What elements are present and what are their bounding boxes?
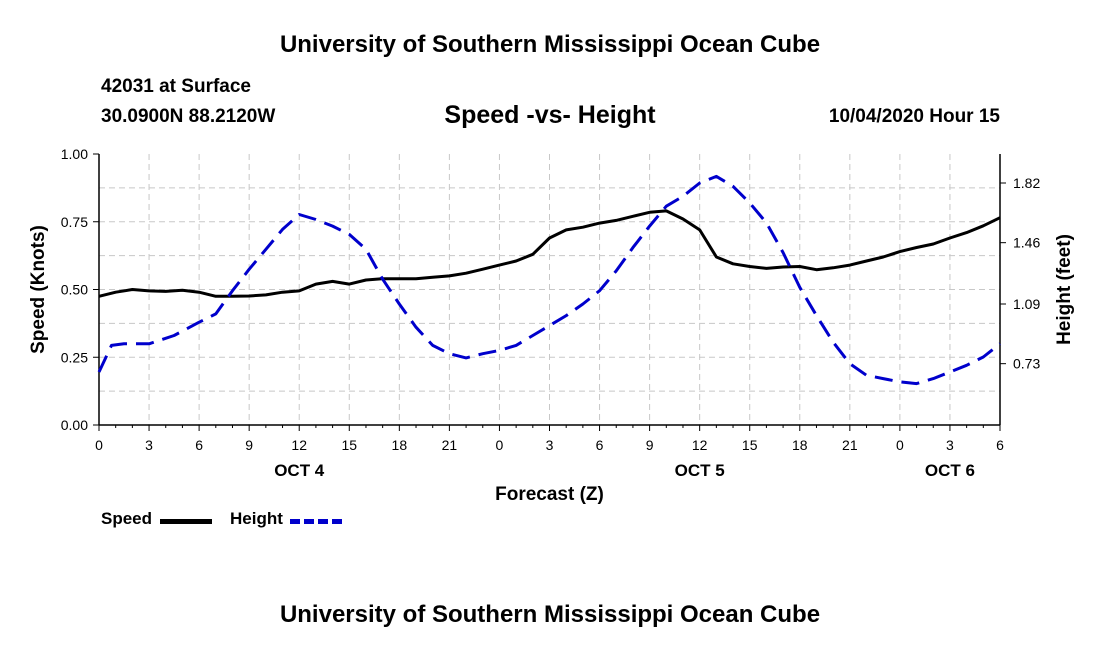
x-tick-label: 15 <box>341 437 357 453</box>
y-tick-label: 0.25 <box>61 349 88 365</box>
series-line-speed <box>98 209 1001 298</box>
x-tick-label: 0 <box>95 437 103 453</box>
x-tick-label: 6 <box>195 437 203 453</box>
day-label: OCT 4 <box>274 461 325 480</box>
legend-speed-line <box>160 519 212 524</box>
y-axis-label: Speed (Knots) <box>28 225 49 354</box>
x-tick-label: 3 <box>546 437 554 453</box>
legend-height-label: Height <box>230 509 283 528</box>
x-tick-label: 21 <box>842 437 858 453</box>
x-tick-label: 18 <box>792 437 808 453</box>
y2-tick-label: 0.73 <box>1013 356 1040 372</box>
legend-speed-label: Speed <box>101 509 153 528</box>
x-tick-label: 3 <box>946 437 954 453</box>
x-tick-label: 12 <box>291 437 307 453</box>
x-tick-label: 3 <box>145 437 153 453</box>
x-tick-label: 18 <box>392 437 408 453</box>
day-label: OCT 6 <box>925 461 975 480</box>
x-tick-label: 12 <box>692 437 708 453</box>
y-tick-label: 0.50 <box>61 282 88 298</box>
x-tick-label: 15 <box>742 437 758 453</box>
day-label: OCT 5 <box>675 461 725 480</box>
footer-title: University of Southern Mississippi Ocean… <box>279 601 821 628</box>
y-tick-label: 1.00 <box>61 146 88 162</box>
y-tick-label: 0.75 <box>61 214 88 230</box>
page-title: University of Southern Mississippi Ocean… <box>279 31 821 58</box>
y-tick-label: 0.00 <box>61 417 88 433</box>
series-line-height <box>97 174 1001 386</box>
x-tick-label: 0 <box>896 437 904 453</box>
legend-height-line <box>290 519 342 524</box>
x-tick-label: 9 <box>646 437 654 453</box>
x-axis-label: Forecast (Z) <box>495 484 604 505</box>
y2-tick-label: 1.09 <box>1013 296 1040 312</box>
station-label: 42031 at Surface <box>101 76 251 97</box>
x-tick-label: 9 <box>245 437 253 453</box>
chart-title: Speed -vs- Height <box>444 101 656 129</box>
y2-tick-label: 1.46 <box>1013 235 1040 251</box>
x-tick-label: 6 <box>596 437 604 453</box>
y2-tick-label: 1.82 <box>1013 175 1040 191</box>
forecast-datetime: 10/04/2020 Hour 15 <box>828 106 1000 127</box>
y2-axis-label: Height (feet) <box>1054 234 1075 345</box>
x-tick-label: 21 <box>442 437 458 453</box>
x-tick-label: 6 <box>996 437 1004 453</box>
station-coordinates: 30.0900N 88.2120W <box>101 106 276 127</box>
x-tick-label: 0 <box>496 437 504 453</box>
